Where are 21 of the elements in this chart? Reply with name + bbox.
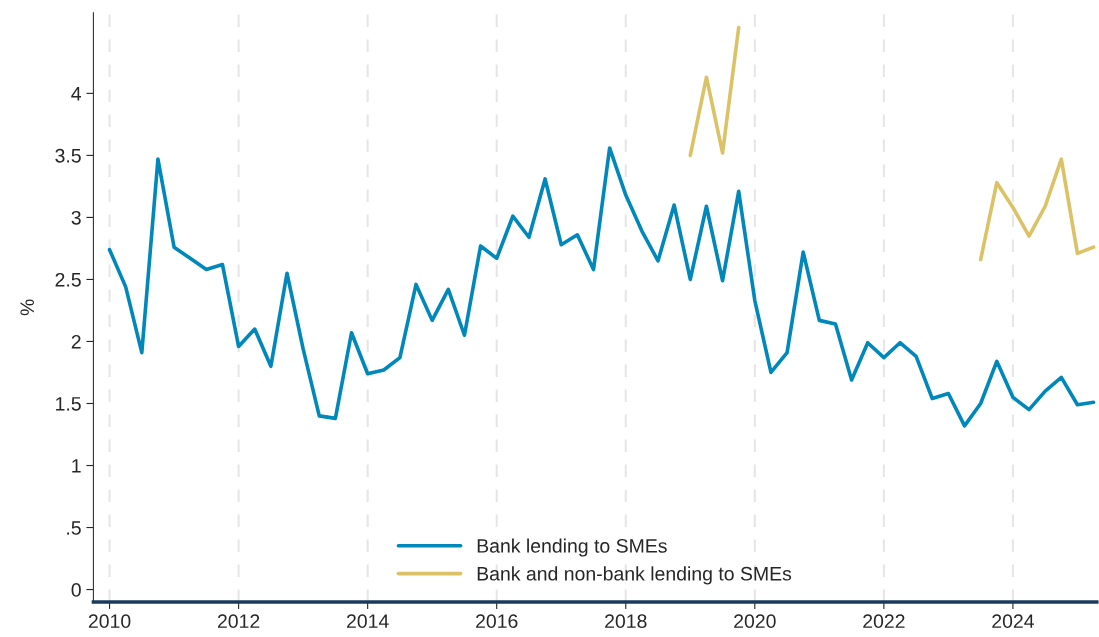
y-tick-label: 1.5 [56, 397, 81, 411]
x-tick-label: 2018 [605, 614, 647, 629]
y-axis-title: % [20, 299, 34, 316]
x-tick-label: 2020 [734, 614, 776, 629]
y-tick-label: 0 [71, 583, 81, 597]
x-tick-label: 2014 [347, 614, 389, 629]
y-tick-label: 1 [72, 459, 81, 473]
x-tick-label: 2016 [476, 614, 518, 629]
legend-label: Bank lending to SMEs [477, 538, 667, 557]
y-tick-label: 2 [71, 334, 81, 349]
y-tick-label: 4 [71, 87, 82, 101]
legend-label: Bank and non-bank lending to SMEs [477, 566, 792, 585]
x-tick-label: 2024 [992, 614, 1034, 629]
y-tick-label: 2.5 [55, 272, 81, 287]
line-series [107, 146, 1096, 428]
x-tick-label: 2010 [88, 614, 131, 629]
x-tick-label: 2022 [863, 614, 905, 629]
x-tick-label: 2012 [217, 614, 260, 629]
y-tick-label: 3.5 [55, 148, 81, 163]
y-tick-label: 3 [71, 210, 81, 225]
y-tick-label: .5 [67, 521, 81, 535]
